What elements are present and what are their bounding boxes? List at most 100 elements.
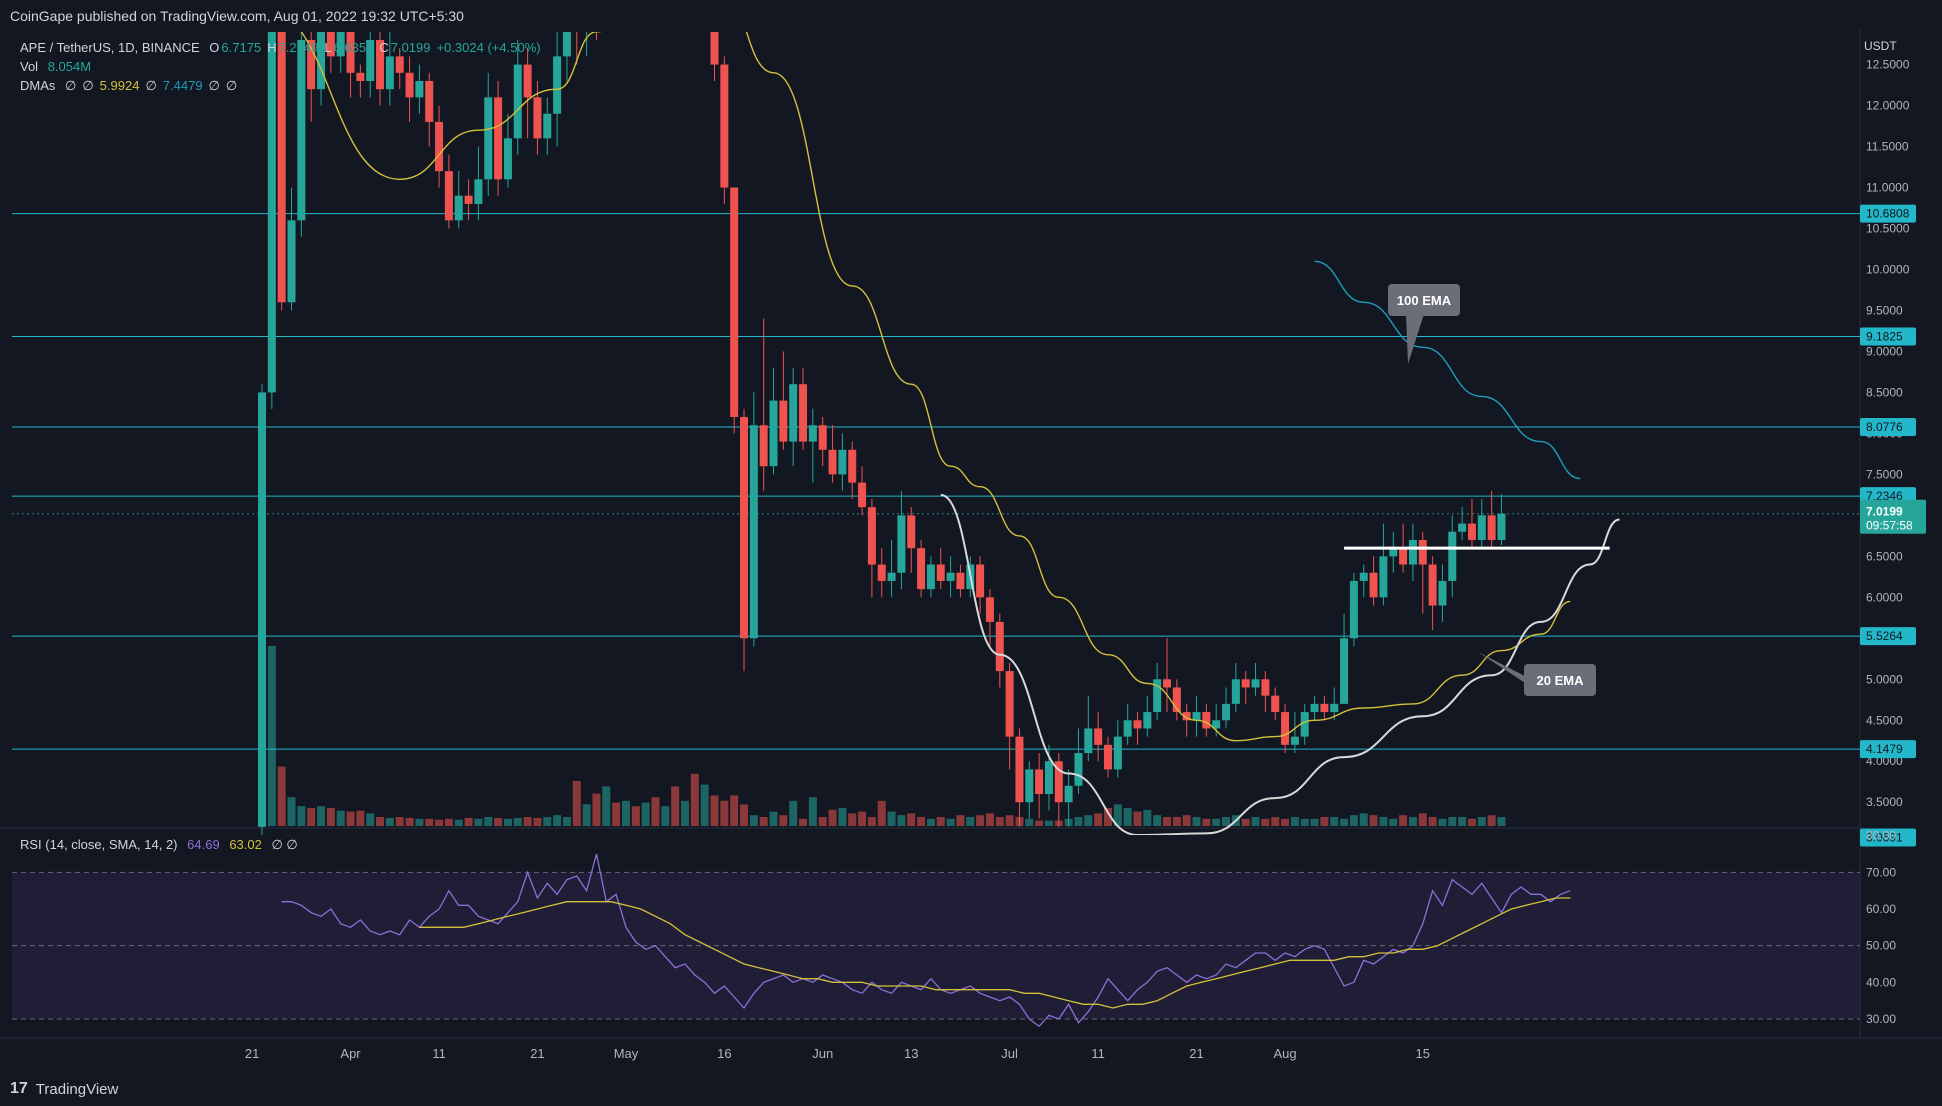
publisher-line: CoinGape published on TradingView.com, A… xyxy=(10,8,464,24)
rsi-value: 64.69 xyxy=(187,837,220,852)
level-price-tag xyxy=(1860,627,1916,646)
volume-bar xyxy=(956,815,965,826)
y-tick-label: 12.5000 xyxy=(1866,58,1910,72)
dma-item: ∅ xyxy=(145,78,157,93)
candle-body xyxy=(444,171,453,221)
candle-body xyxy=(1054,761,1063,803)
candle-body xyxy=(376,40,385,90)
volume-bar xyxy=(1084,815,1093,826)
volume-value: 8.054M xyxy=(47,59,92,74)
volume-bar xyxy=(592,793,601,826)
candle-body xyxy=(258,392,266,827)
price-pane xyxy=(12,0,1860,835)
candle-body xyxy=(1222,703,1231,721)
y-tick-label: 9.5000 xyxy=(1866,303,1903,317)
ohlc-key: O xyxy=(209,40,220,55)
candle-body xyxy=(1074,753,1083,786)
candle-body xyxy=(740,417,749,639)
volume-bar xyxy=(976,815,985,826)
volume-bar xyxy=(612,802,621,826)
tradingview-logo-icon: 17 xyxy=(10,1080,28,1097)
candle-body xyxy=(1389,548,1398,557)
symbol-legend: APE / TetherUS, 1D, BINANCE O 6.7175 H 7.26… xyxy=(20,40,553,55)
tradingview-brand[interactable]: 17 TradingView xyxy=(10,1080,118,1098)
candle-body xyxy=(749,425,758,639)
volume-bar xyxy=(336,810,345,826)
candle-body xyxy=(395,56,404,73)
candle-body xyxy=(769,400,778,467)
volume-bar xyxy=(1271,817,1280,826)
candle-body xyxy=(405,72,414,98)
volume-bar xyxy=(464,817,473,826)
dma-item: ∅ xyxy=(65,78,77,93)
rsi-label: RSI (14, close, SMA, 14, 2) xyxy=(20,837,178,852)
candle-body xyxy=(1212,720,1221,729)
y-tick-label: 3.5000 xyxy=(1866,795,1903,809)
candle-body xyxy=(1025,769,1034,803)
volume-bar xyxy=(946,818,955,826)
candle-body xyxy=(317,32,326,90)
x-tick-label: Jul xyxy=(1001,1046,1018,1061)
candle-body xyxy=(1359,572,1368,581)
dma-item: ∅ xyxy=(225,78,238,93)
candle-body xyxy=(848,449,857,483)
volume-bar xyxy=(366,813,375,826)
volume-bar xyxy=(297,806,306,826)
volume-bar xyxy=(897,815,906,826)
volume-bar xyxy=(454,819,463,826)
volume-bar xyxy=(808,797,817,826)
y-tick-label: 12.0000 xyxy=(1866,99,1910,113)
volume-bar xyxy=(1212,818,1221,826)
volume-bar xyxy=(700,784,709,826)
volume-bar xyxy=(867,817,876,826)
dma-label: DMAs xyxy=(20,78,56,93)
rsi-legend: RSI (14, close, SMA, 14, 2) 64.69 63.02 … xyxy=(20,837,304,853)
volume-bar xyxy=(494,817,503,826)
candle-body xyxy=(425,80,434,122)
volume-bar xyxy=(484,817,493,826)
level-price-tag xyxy=(1860,204,1916,223)
candle-body xyxy=(543,113,552,139)
volume-bar xyxy=(848,813,857,826)
candle-body xyxy=(1035,769,1044,795)
volume-bar xyxy=(985,813,994,826)
candle-body xyxy=(956,572,965,590)
candle-body xyxy=(1094,728,1103,745)
x-tick-label: 16 xyxy=(717,1046,731,1061)
volume-bar xyxy=(1448,817,1457,826)
candle-body xyxy=(415,80,424,98)
y-tick-label: 11.0000 xyxy=(1866,181,1909,195)
volume-bar xyxy=(926,818,935,826)
ema20-line xyxy=(300,32,1571,742)
volume-bar xyxy=(582,804,591,826)
candle-body xyxy=(720,64,729,188)
volume-bar xyxy=(730,795,739,826)
volume-bar xyxy=(799,818,808,826)
volume-bar xyxy=(1340,818,1349,826)
rsi-sma-line xyxy=(419,897,1571,1009)
candle-body xyxy=(1182,712,1191,721)
volume-legend: Vol 8.054M xyxy=(20,59,97,74)
volume-bar xyxy=(1143,809,1152,826)
volume-bar xyxy=(277,766,286,826)
y-tick-label: 5.0000 xyxy=(1866,672,1903,686)
volume-bar xyxy=(1418,813,1427,826)
candle-body xyxy=(1251,679,1260,688)
candle-body xyxy=(1281,712,1290,745)
candle-body xyxy=(838,449,847,475)
candle-body xyxy=(907,515,916,549)
volume-bar xyxy=(907,813,916,826)
volume-bar xyxy=(1044,820,1053,826)
volume-bar xyxy=(376,817,385,826)
volume-bar xyxy=(1103,808,1112,826)
candle-body xyxy=(474,179,483,204)
candle-body xyxy=(287,220,296,303)
candle-body xyxy=(1497,513,1506,540)
volume-label: Vol xyxy=(20,59,39,74)
dma-item: 5.9924 xyxy=(99,78,140,93)
volume-bar xyxy=(1094,813,1103,826)
candle-body xyxy=(1438,580,1447,606)
candle-body xyxy=(602,0,610,15)
volume-bar xyxy=(317,806,326,826)
